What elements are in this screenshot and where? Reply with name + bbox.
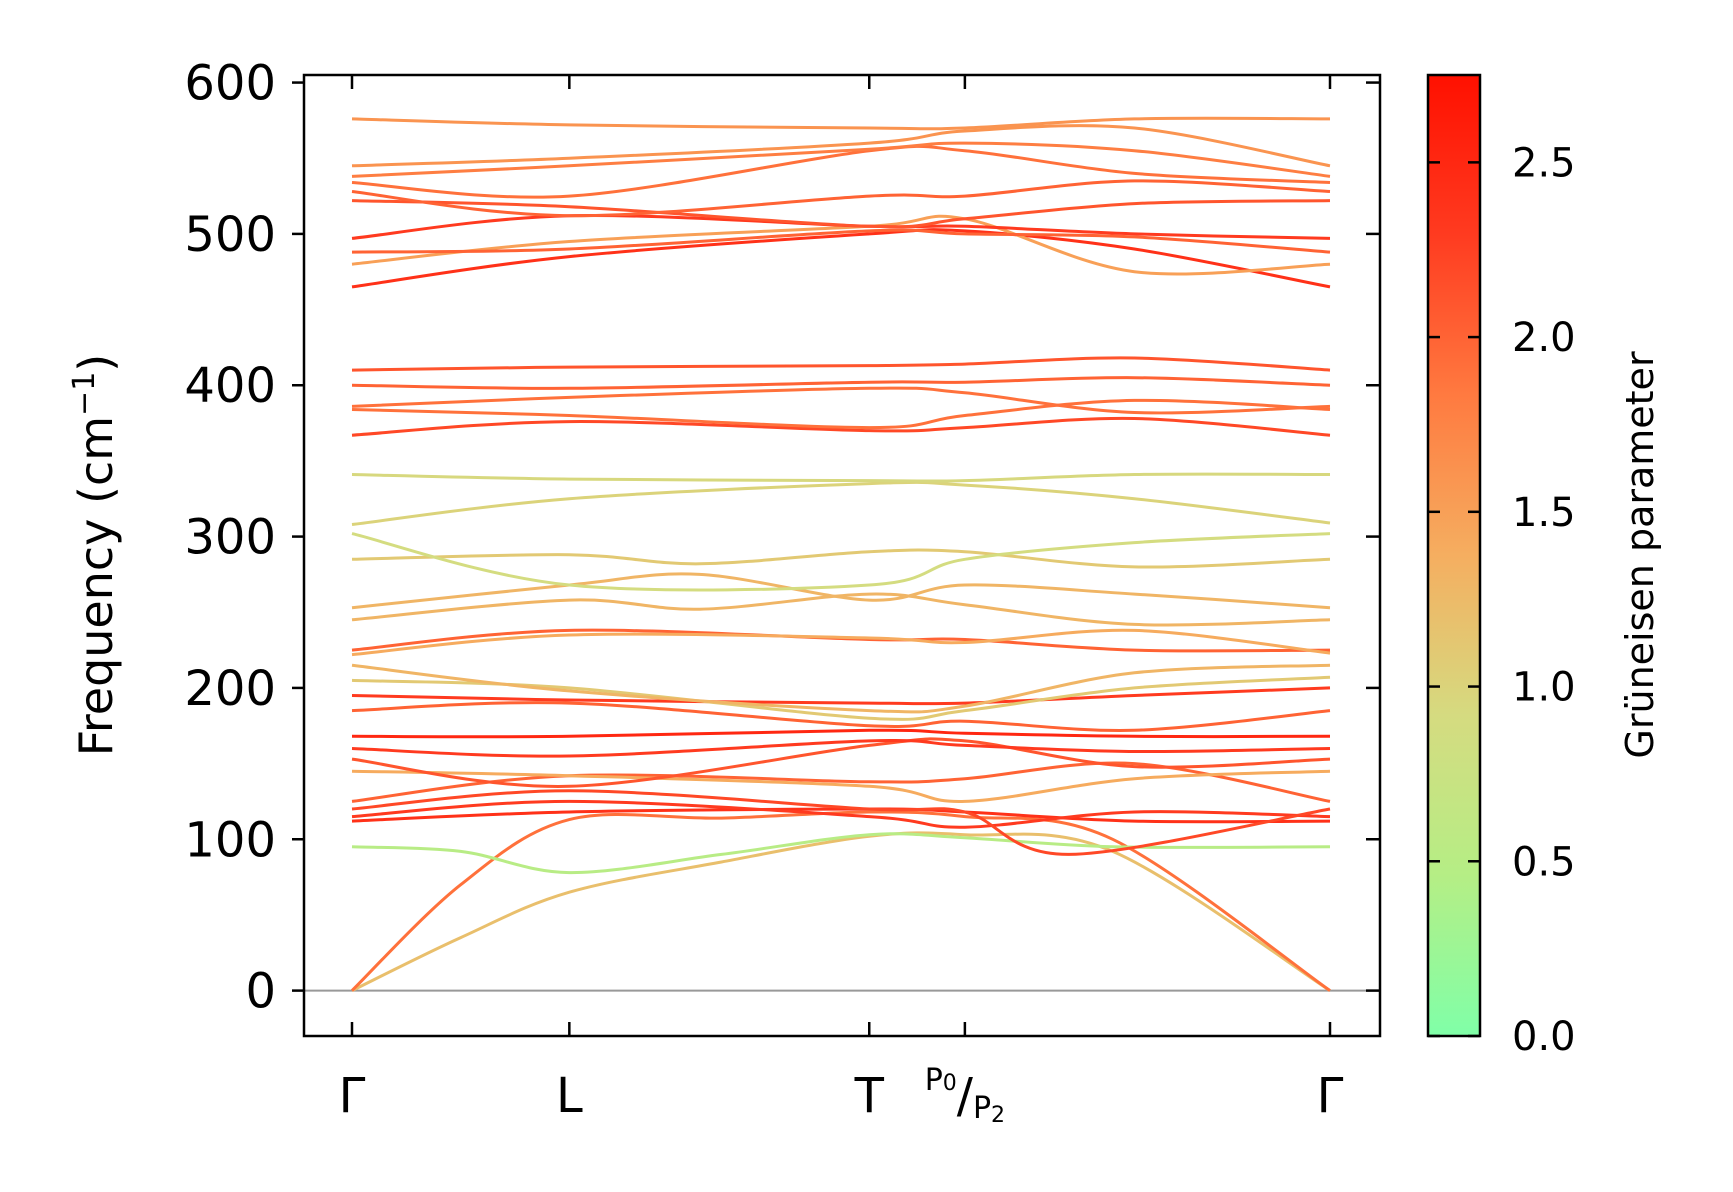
colorbar-tick-label: 0.0	[1512, 1014, 1576, 1060]
band-20	[351, 548, 1331, 569]
y-tick-label: 600	[184, 56, 276, 112]
band-3	[351, 832, 1331, 875]
band-28	[351, 356, 1331, 372]
y-tick-label: 0	[245, 964, 276, 1020]
colorbar-tick-label: 0.5	[1512, 839, 1576, 885]
x-tick-label: L	[556, 1068, 583, 1124]
band-11	[351, 728, 1331, 739]
colorbar: 0.0 0.5 1.0 1.5 2.0 2.5 Grüneisen parameter	[1426, 73, 1662, 1060]
colorbar-tick-label: 2.5	[1512, 140, 1576, 186]
y-tick-label: 400	[184, 358, 276, 414]
colorbar-gradient	[1426, 73, 1482, 1038]
plot-frame	[302, 73, 1382, 1038]
band-24	[351, 416, 1331, 437]
band-12	[351, 701, 1331, 733]
band-30	[351, 214, 1331, 276]
band-36	[351, 141, 1331, 178]
band-34	[351, 179, 1331, 218]
band-14	[351, 675, 1331, 721]
band-21	[351, 532, 1331, 592]
band-1	[351, 831, 1331, 992]
y-axis-label-exponent: −1	[67, 372, 102, 416]
colorbar-tick-label: 1.0	[1512, 665, 1576, 711]
y-tick-label: 500	[184, 207, 276, 263]
y-axis-label-close: )	[69, 354, 123, 372]
band-23	[351, 472, 1331, 483]
colorbar-label: Grüneisen parameter	[1618, 351, 1662, 759]
axis-ticks	[292, 75, 1380, 1036]
band-lines	[350, 116, 1331, 992]
colorbar-tick-label: 1.5	[1512, 490, 1576, 536]
band-5	[351, 799, 1331, 829]
band-6	[351, 789, 1331, 856]
band-31	[351, 228, 1331, 254]
colorbar-tick-label: 2.0	[1512, 315, 1576, 361]
colorbar-ticks: 0.0 0.5 1.0 1.5 2.0 2.5	[1428, 140, 1576, 1060]
x-tick-label-p0-p2: P0/P2	[925, 1063, 1005, 1128]
y-axis-label: Frequency (cm−1)	[67, 354, 123, 757]
x-tick-labels: Γ L T P0/P2 Γ	[339, 1063, 1344, 1128]
x-tick-label: T	[854, 1068, 885, 1124]
band-33	[351, 199, 1331, 229]
band-25	[351, 398, 1331, 430]
band-27	[351, 376, 1331, 390]
band-37	[351, 124, 1331, 168]
y-tick-label: 100	[184, 812, 276, 868]
band-26	[351, 386, 1331, 415]
band-13	[351, 686, 1331, 706]
band-10	[351, 738, 1331, 758]
y-tick-label: 300	[184, 510, 276, 566]
band-18	[351, 592, 1331, 627]
band-38	[351, 116, 1331, 131]
band-15	[351, 663, 1331, 714]
x-tick-label: Γ	[1317, 1068, 1344, 1124]
y-tick-label: 200	[184, 661, 276, 717]
y-tick-labels: 0 100 200 300 400 500 600	[184, 56, 276, 1020]
band-8	[351, 769, 1331, 803]
y-axis-label-main: Frequency (cm	[69, 416, 123, 756]
x-tick-label: Γ	[339, 1068, 366, 1124]
band-17	[351, 628, 1331, 657]
